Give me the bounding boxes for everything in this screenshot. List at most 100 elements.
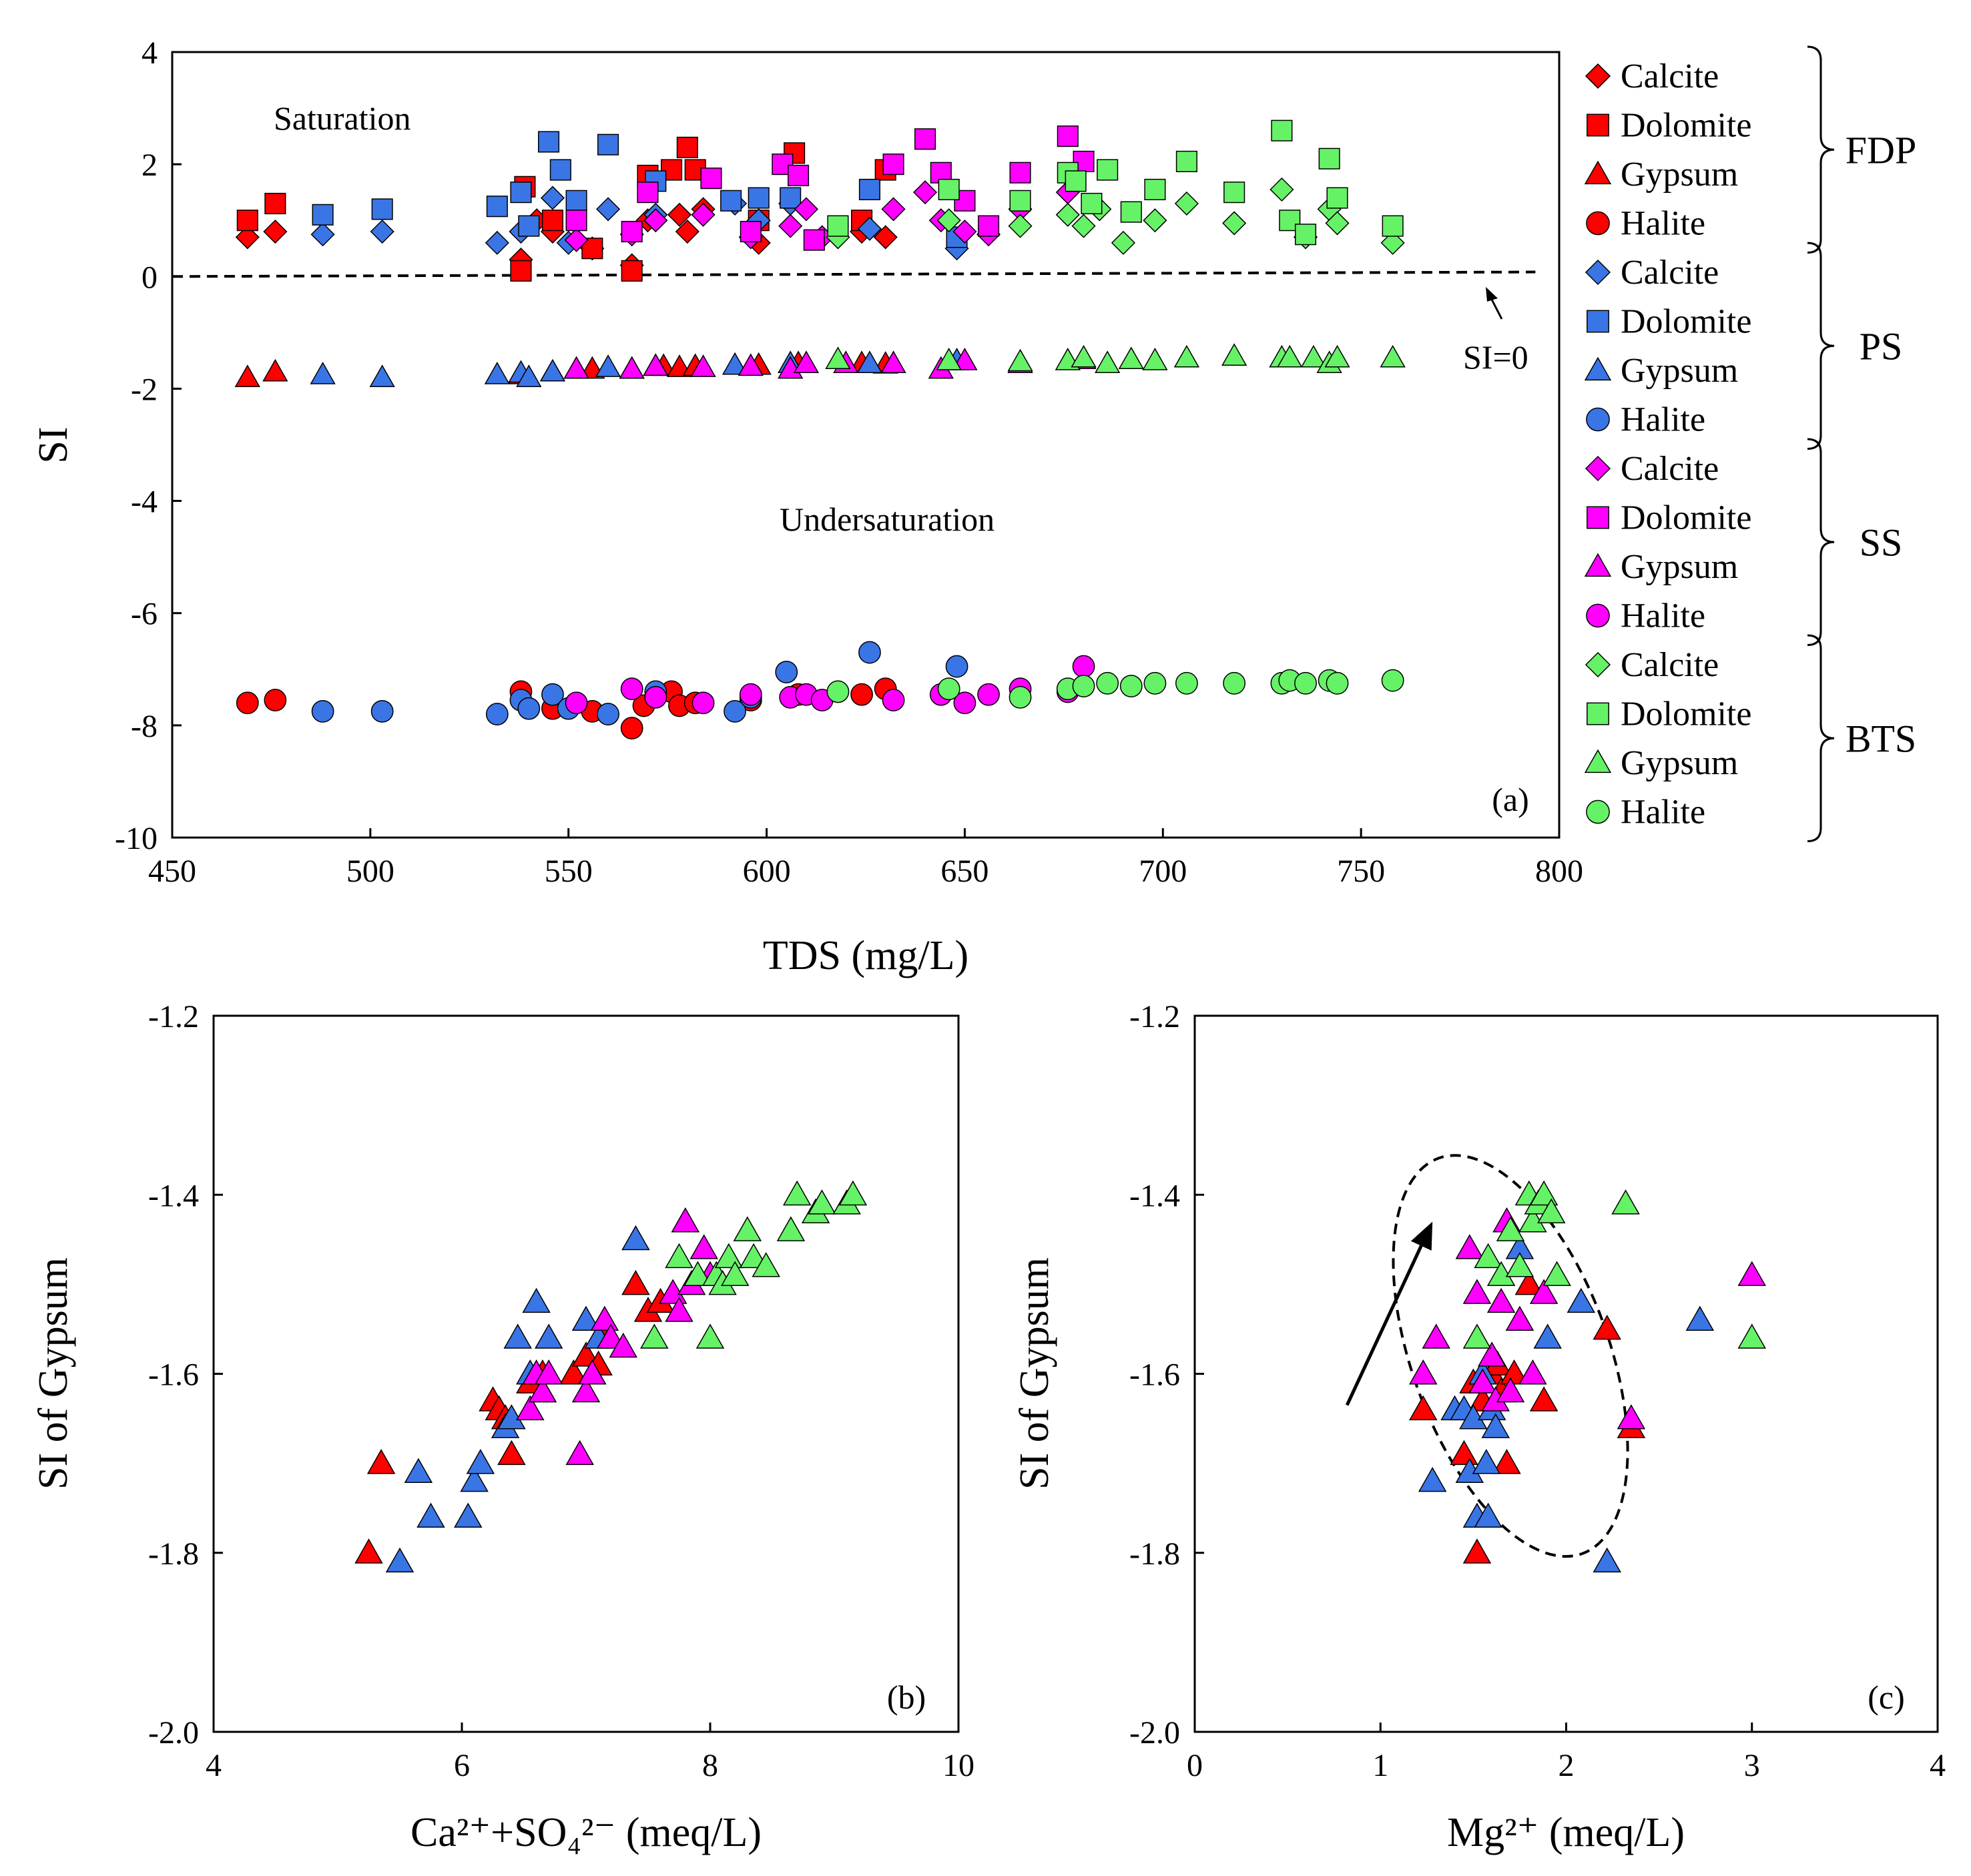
point-bts-gypsum [1505,1252,1534,1277]
point-bts-calcite [1380,230,1405,255]
point-ss-gypsum [689,1234,718,1259]
x-tick-label: 1 [1372,1748,1388,1783]
point-bts-gypsum [1537,1198,1566,1224]
x-tick-label: 8 [702,1748,718,1783]
point-ss-halite [644,685,667,709]
point-ps-halite [311,699,334,723]
point-ss-halite [953,691,976,715]
legend-marker-ps-calcite [1585,259,1611,286]
panel-b-si-gypsum-vs-ca-so4: 4 6 8 10 -2.0 -1.8 -1.6 -1.4 -1.2 (b) Ca²⁺+SO₄²⁻… [31,999,974,1855]
point-ps-gypsum [722,352,748,375]
point-ps-calcite [370,219,394,244]
point-ps-gypsum [534,1323,563,1349]
legend-label-gypsum: Gypsum [1621,155,1738,194]
point-ps-gypsum [484,362,510,384]
point-bts-calcite [1055,202,1080,227]
point-ps-halite [485,703,509,725]
point-bts-halite [1072,675,1095,697]
point-ss-gypsum [1505,1305,1534,1331]
point-ss-gypsum [596,1323,625,1349]
point-bts-gypsum [1529,1180,1559,1206]
point-ps-dolomite [518,215,540,237]
point-bts-calcite [1143,208,1167,233]
point-bts-dolomite [1081,192,1103,215]
legend-brace-ss [1807,438,1835,646]
point-fdp-dolomite [541,210,564,232]
point-fdp-halite [236,691,259,715]
legend-label-dolomite: Dolomite [1621,303,1751,341]
legend-label-halite: Halite [1621,794,1705,832]
legend: Calcite Dolomite Gypsum Halite FDP Calcite Dol… [1584,45,1916,842]
panel-c-points [1409,1180,1766,1573]
point-bts-gypsum [1611,1189,1640,1215]
y-tick-label: -2.0 [1129,1715,1180,1751]
point-bts-dolomite [938,178,960,201]
point-bts-halite [1096,671,1119,695]
point-bts-halite [826,680,850,703]
x-tick-label: 10 [942,1748,974,1783]
point-bts-gypsum [1737,1323,1766,1349]
legend-group-label-fdp: FDP [1846,128,1916,172]
point-ps-halite [858,641,881,664]
point-bts-gypsum [782,1180,812,1206]
point-ss-gypsum [1455,1234,1484,1259]
point-bts-gypsum [1380,344,1406,368]
legend-label-gypsum: Gypsum [1621,744,1738,782]
point-ps-halite [724,699,746,723]
point-ss-gypsum [643,353,669,376]
legend-marker-bts-dolomite [1587,702,1609,725]
point-ss-calcite [691,202,716,227]
legend-label-gypsum: Gypsum [1621,352,1738,390]
point-ps-dolomite [510,182,532,204]
point-bts-dolomite [1326,187,1348,209]
point-ps-halite [370,699,394,723]
legend-label-halite: Halite [1621,205,1705,243]
point-ss-gypsum [565,1440,594,1466]
point-bts-dolomite [1223,182,1245,204]
point-bts-gypsum [1462,1323,1492,1349]
x-tick-label: 700 [1139,854,1187,889]
point-ss-gypsum [671,1207,700,1233]
point-ss-calcite [643,208,668,233]
point-ps-gypsum [1685,1305,1715,1331]
point-bts-dolomite [1382,215,1404,237]
point-bts-calcite [1174,191,1199,216]
point-bts-gypsum [720,1261,750,1286]
x-tick-label: 6 [454,1748,470,1783]
point-fdp-gypsum [234,364,260,387]
point-fdp-gypsum [1450,1440,1478,1466]
point-bts-halite [1294,671,1317,695]
legend-label-dolomite: Dolomite [1621,499,1751,537]
point-fdp-calcite [675,219,699,244]
x-tick-label: 2 [1559,1748,1575,1783]
point-ss-dolomite [882,153,904,176]
legend-marker-fdp-halite [1586,211,1610,236]
y-tick-label: -1.6 [1129,1357,1180,1393]
point-bts-dolomite [1120,201,1142,223]
point-ss-gypsum [793,350,820,373]
legend-label-calcite: Calcite [1621,450,1719,488]
legend-marker-bts-halite [1586,800,1610,824]
y-tick-label: -1.4 [1129,1178,1180,1213]
point-ps-halite [597,703,619,725]
point-bts-halite [1143,671,1167,695]
point-bts-gypsum [1474,1243,1502,1269]
point-bts-dolomite [1318,147,1340,170]
point-ps-gypsum [1481,1413,1510,1438]
point-bts-gypsum [733,1216,762,1241]
undersaturation-annotation: Undersaturation [780,501,995,538]
panel-b-axis-ticks: 4 6 8 10 -2.0 -1.8 -1.6 -1.4 -1.2 [148,999,974,1783]
x-tick-label: 500 [346,854,394,889]
panel-a-label: (a) [1492,781,1529,818]
point-ps-gypsum [466,1449,495,1474]
point-bts-dolomite [1009,190,1031,212]
point-ss-gypsum [590,1305,619,1331]
point-ss-gypsum [1422,1323,1450,1349]
point-ps-calcite [310,222,335,247]
point-fdp-gypsum [571,1341,601,1367]
point-fdp-calcite [263,219,288,244]
point-ps-calcite [857,216,882,241]
point-bts-gypsum [752,1252,780,1277]
point-fdp-gypsum [1492,1449,1521,1474]
si-zero-reference-line [172,270,1536,278]
